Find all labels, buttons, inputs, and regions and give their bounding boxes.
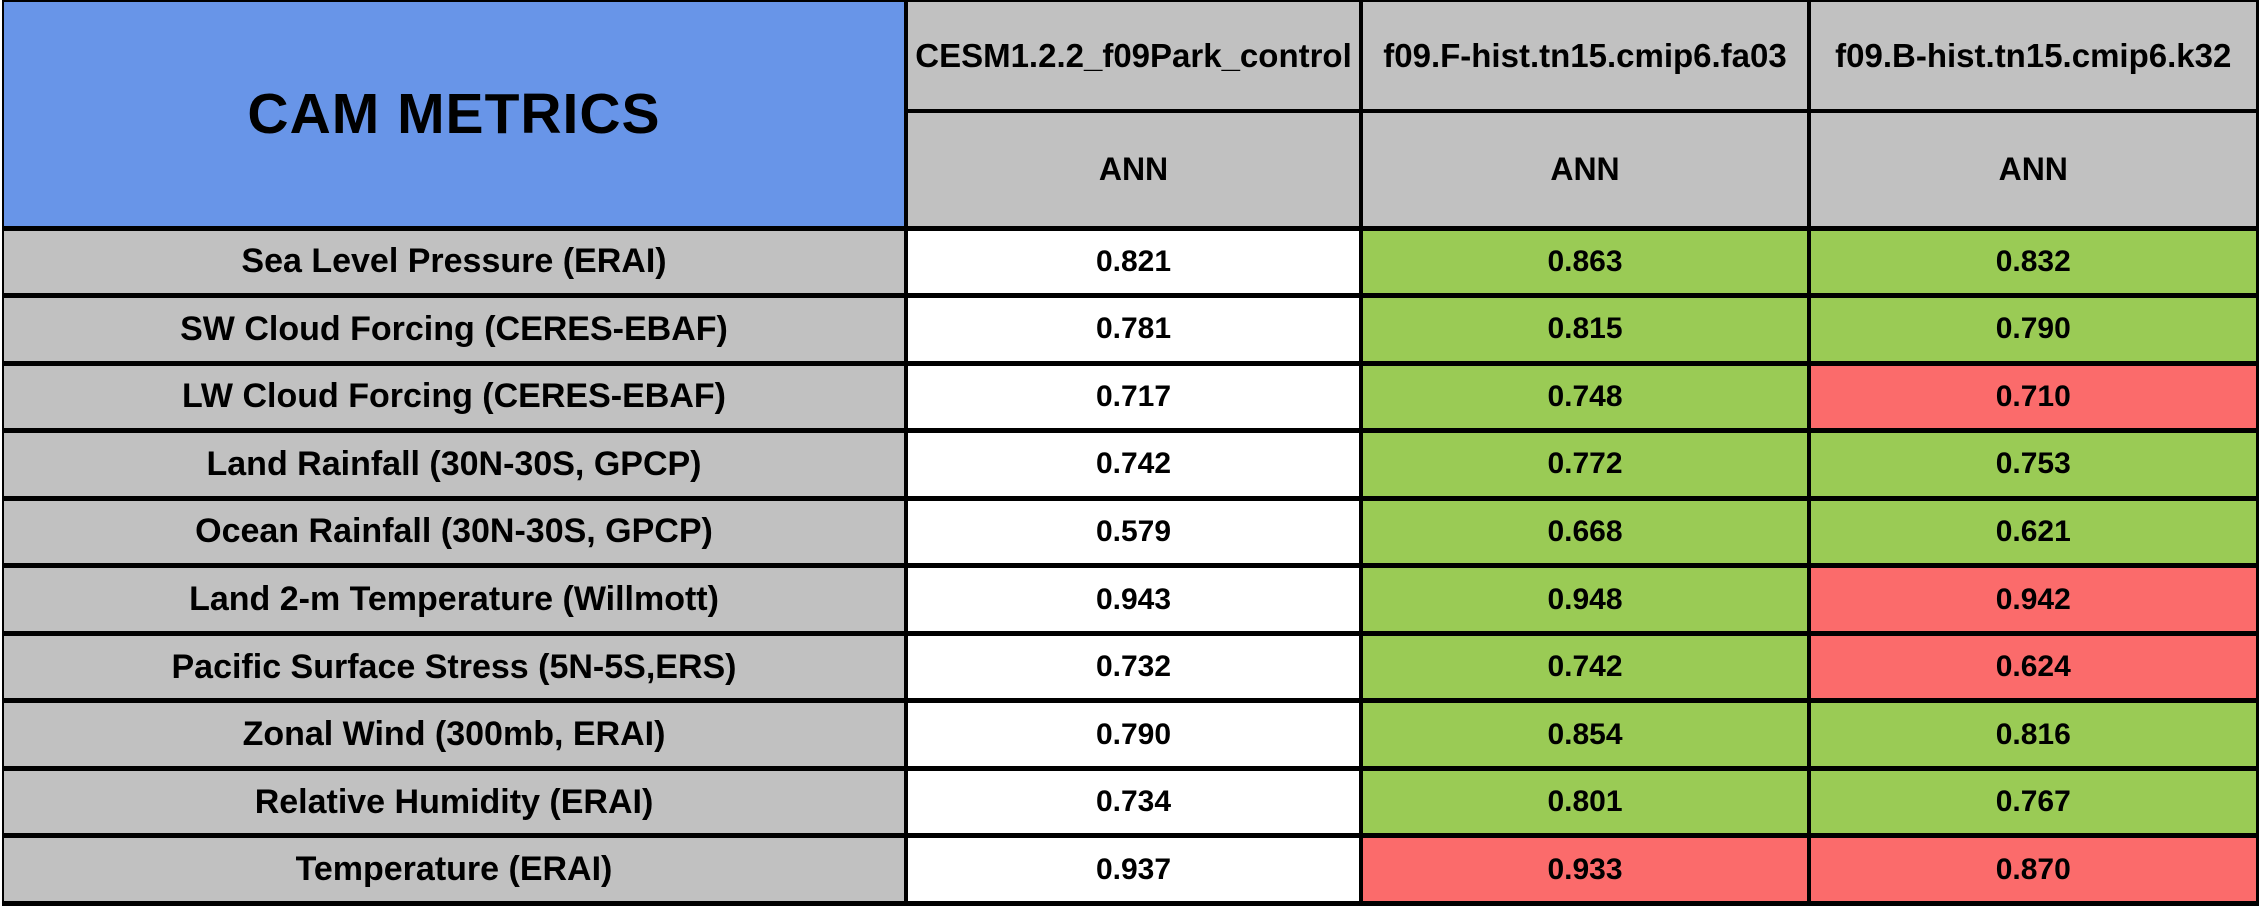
metric-label-cell: Relative Humidity (ERAI) (2, 765, 908, 839)
metric-label-cell: Land Rainfall (30N-30S, GPCP) (2, 428, 908, 501)
ann-subheader-cell: ANN (1807, 109, 2259, 231)
value-cell: 0.816 (1807, 698, 2259, 771)
column-header-cell: f09.B-hist.tn15.cmip6.k32 (1807, 0, 2259, 113)
table-row: Sea Level Pressure (ERAI) 0.821 0.863 0.… (2, 225, 2259, 299)
value-cell: 0.668 (1359, 495, 1811, 569)
value-cell: 0.767 (1807, 765, 2259, 839)
value-cell: 0.832 (1807, 225, 2259, 299)
value-cell: 0.937 (904, 833, 1363, 906)
value-cell: 0.933 (1359, 833, 1811, 906)
table-body: Sea Level Pressure (ERAI) 0.821 0.863 0.… (2, 225, 2259, 906)
value-cell: 0.710 (1807, 360, 2259, 434)
table-row: Relative Humidity (ERAI) 0.734 0.801 0.7… (2, 765, 2259, 839)
metric-label-cell: SW Cloud Forcing (CERES-EBAF) (2, 293, 908, 366)
table-title-cell: CAM METRICS (2, 0, 908, 231)
value-cell: 0.815 (1359, 293, 1811, 366)
table-row: Zonal Wind (300mb, ERAI) 0.790 0.854 0.8… (2, 698, 2259, 771)
value-cell: 0.748 (1359, 360, 1811, 434)
value-cell: 0.781 (904, 293, 1363, 366)
value-cell: 0.753 (1807, 428, 2259, 501)
column-header-label: f09.B-hist.tn15.cmip6.k32 (1835, 36, 2232, 74)
ann-subheader-cell: ANN (1359, 109, 1811, 231)
value-cell: 0.621 (1807, 495, 2259, 569)
value-cell: 0.790 (904, 698, 1363, 771)
column-header-label: CESM1.2.2_f09Park_control (915, 36, 1352, 74)
value-cell: 0.790 (1807, 293, 2259, 366)
value-cell: 0.943 (904, 563, 1363, 636)
value-cell: 0.863 (1359, 225, 1811, 299)
value-cell: 0.801 (1359, 765, 1811, 839)
table-row: Ocean Rainfall (30N-30S, GPCP) 0.579 0.6… (2, 495, 2259, 569)
table-row: Land Rainfall (30N-30S, GPCP) 0.742 0.77… (2, 428, 2259, 501)
metric-label-cell: Ocean Rainfall (30N-30S, GPCP) (2, 495, 908, 569)
value-cell: 0.772 (1359, 428, 1811, 501)
model-header-row: CAM METRICS CESM1.2.2_f09Park_control f0… (2, 0, 2259, 231)
value-cell: 0.732 (904, 630, 1363, 704)
metric-label-cell: Temperature (ERAI) (2, 833, 908, 906)
value-cell: 0.734 (904, 765, 1363, 839)
value-cell: 0.870 (1807, 833, 2259, 906)
table-row: LW Cloud Forcing (CERES-EBAF) 0.717 0.74… (2, 360, 2259, 434)
season-header-row: ANN ANN ANN (3, 109, 2259, 231)
table-row: Temperature (ERAI) 0.937 0.933 0.870 (2, 833, 2259, 906)
column-header-cell: f09.F-hist.tn15.cmip6.fa03 (1359, 0, 1811, 113)
value-cell: 0.717 (904, 360, 1363, 434)
column-header-label: f09.F-hist.tn15.cmip6.fa03 (1383, 36, 1787, 74)
value-cell: 0.579 (904, 495, 1363, 569)
value-cell: 0.624 (1807, 630, 2259, 704)
value-cell: 0.821 (904, 225, 1363, 299)
value-cell: 0.742 (904, 428, 1363, 501)
value-cell: 0.942 (1807, 563, 2259, 636)
table-row: SW Cloud Forcing (CERES-EBAF) 0.781 0.81… (2, 293, 2259, 366)
table-row: Pacific Surface Stress (5N-5S,ERS) 0.732… (2, 630, 2259, 704)
table-header: CAM METRICS CESM1.2.2_f09Park_control f0… (2, 0, 2259, 231)
ann-subheader-cell: ANN (905, 109, 1363, 231)
metric-label-cell: Sea Level Pressure (ERAI) (2, 225, 908, 299)
metric-label-cell: Pacific Surface Stress (5N-5S,ERS) (2, 630, 908, 704)
table-row: Land 2-m Temperature (Willmott) 0.943 0.… (2, 563, 2259, 636)
metric-label-cell: LW Cloud Forcing (CERES-EBAF) (2, 360, 908, 434)
value-cell: 0.948 (1359, 563, 1811, 636)
value-cell: 0.742 (1359, 630, 1811, 704)
metric-label-cell: Land 2-m Temperature (Willmott) (2, 563, 908, 636)
metric-label-cell: Zonal Wind (300mb, ERAI) (2, 698, 908, 771)
value-cell: 0.854 (1359, 698, 1811, 771)
column-header-cell: CESM1.2.2_f09Park_control (904, 0, 1363, 113)
